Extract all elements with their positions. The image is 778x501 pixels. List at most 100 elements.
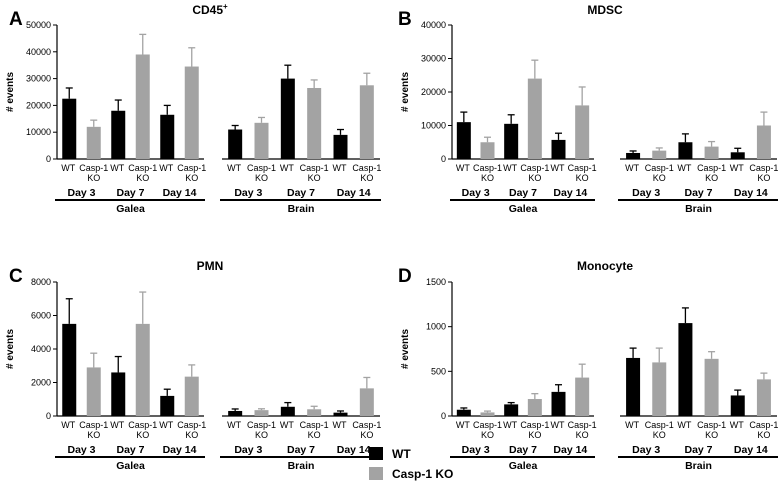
- x-tick-label-line: KO: [185, 430, 198, 440]
- x-tick-label-line: Casp-1: [300, 420, 329, 430]
- x-tick-label: Casp-1 KO: [749, 163, 778, 183]
- x-tick-label: WT: [110, 420, 124, 430]
- bar-ko: [184, 376, 199, 416]
- bar-wt: [678, 142, 693, 159]
- bar-wt: [456, 122, 471, 159]
- bar-ko: [86, 126, 101, 159]
- x-tick-label: Casp-1 KO: [520, 420, 549, 440]
- x-tick-label-line: KO: [705, 173, 718, 183]
- x-tick-label-line: Casp-1: [473, 420, 502, 430]
- bar-wt: [456, 409, 471, 416]
- x-tick-label: WT: [159, 420, 173, 430]
- y-tick-label: 500: [431, 366, 446, 376]
- x-tick-label: WT: [227, 420, 241, 430]
- panel-letter: C: [9, 266, 23, 287]
- x-tick-label-line: Casp-1: [697, 163, 726, 173]
- legend-swatch-wt: [369, 447, 383, 460]
- day-label: Day 7: [287, 187, 315, 199]
- panel-title: PMN: [197, 259, 224, 273]
- bar-ko: [704, 358, 719, 416]
- x-tick-label: WT: [456, 163, 470, 173]
- bar-wt: [626, 152, 641, 159]
- x-tick-label: WT: [730, 420, 744, 430]
- x-tick-label: Casp-1 KO: [568, 163, 597, 183]
- y-axis-label: # events: [5, 329, 16, 369]
- panel-title-superscript: +: [223, 2, 228, 11]
- x-tick-label: WT: [280, 163, 294, 173]
- x-tick-label-line: Casp-1: [79, 420, 108, 430]
- x-tick-label-line: Casp-1: [352, 420, 381, 430]
- x-tick-label: WT: [503, 420, 517, 430]
- group-label: Brain: [288, 203, 315, 215]
- bar-ko: [254, 410, 269, 416]
- bar-wt: [280, 78, 295, 159]
- bar-ko: [359, 388, 374, 416]
- x-tick-label: Casp-1 KO: [247, 420, 276, 440]
- x-tick-label-line: Casp-1: [128, 420, 157, 430]
- x-tick-label: Casp-1 KO: [352, 420, 381, 440]
- x-tick-label-line: KO: [528, 430, 541, 440]
- group-label: Galea: [509, 203, 538, 215]
- bar-wt: [111, 372, 126, 416]
- bar-wt: [62, 98, 77, 159]
- legend: WT Casp-1 KO: [369, 447, 453, 481]
- x-tick-label-line: KO: [481, 173, 494, 183]
- group-label: Brain: [288, 460, 315, 472]
- bar-ko: [652, 150, 667, 159]
- x-tick-label: Casp-1 KO: [128, 420, 157, 440]
- bar-wt: [551, 139, 566, 159]
- day-label: Day 14: [163, 444, 197, 456]
- x-tick-label: Casp-1 KO: [645, 163, 674, 183]
- x-tick-label-line: Casp-1: [177, 420, 206, 430]
- y-axis-label: # events: [5, 72, 16, 112]
- bar-ko: [254, 122, 269, 159]
- x-tick-label-line: Casp-1: [520, 420, 549, 430]
- x-tick-label: WT: [730, 163, 744, 173]
- x-tick-label-line: KO: [185, 173, 198, 183]
- x-tick-label-line: Casp-1: [177, 163, 206, 173]
- bar-wt: [111, 110, 126, 159]
- x-tick-label: WT: [677, 163, 691, 173]
- panel-title: Monocyte: [577, 259, 633, 273]
- x-tick-label-line: Casp-1: [520, 163, 549, 173]
- bar-wt: [228, 129, 243, 159]
- x-tick-label-line: KO: [360, 173, 373, 183]
- day-label: Day 3: [462, 444, 490, 456]
- x-tick-label: WT: [159, 163, 173, 173]
- panel-letter: D: [398, 266, 412, 287]
- y-tick-label: 8000: [31, 277, 51, 287]
- bar-wt: [333, 412, 348, 416]
- x-tick-label-line: KO: [87, 173, 100, 183]
- bar-ko: [575, 105, 590, 159]
- x-tick-label: WT: [280, 420, 294, 430]
- x-tick-label: Casp-1 KO: [177, 163, 206, 183]
- y-tick-label: 20000: [26, 100, 51, 110]
- bar-wt: [678, 323, 693, 416]
- x-tick-label: Casp-1 KO: [697, 163, 726, 183]
- x-tick-label-line: KO: [136, 173, 149, 183]
- x-tick-label-line: Casp-1: [473, 163, 502, 173]
- x-tick-label-line: Casp-1: [79, 163, 108, 173]
- x-tick-label-line: Casp-1: [128, 163, 157, 173]
- y-tick-label: 10000: [26, 127, 51, 137]
- bar-ko: [480, 412, 495, 416]
- x-tick-label: Casp-1 KO: [79, 163, 108, 183]
- bar-wt: [62, 323, 77, 416]
- x-tick-label: WT: [551, 163, 565, 173]
- x-tick-label: WT: [625, 163, 639, 173]
- bar-ko: [307, 409, 322, 416]
- bar-ko: [135, 323, 150, 416]
- day-label: Day 14: [553, 444, 587, 456]
- panel-title-text: MDSC: [587, 3, 623, 17]
- bar-wt: [160, 114, 175, 159]
- bar-ko: [359, 85, 374, 159]
- x-tick-label-line: KO: [255, 173, 268, 183]
- day-label: Day 3: [234, 444, 262, 456]
- x-tick-label: WT: [456, 420, 470, 430]
- y-tick-label: 1000: [426, 322, 446, 332]
- x-tick-label-line: Casp-1: [352, 163, 381, 173]
